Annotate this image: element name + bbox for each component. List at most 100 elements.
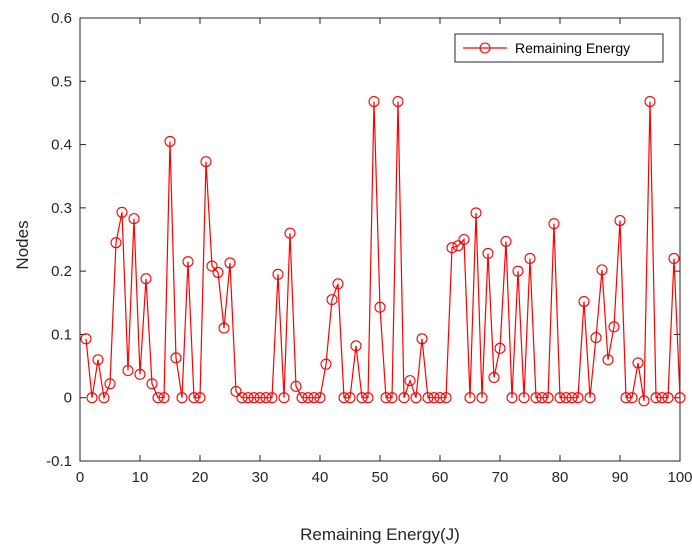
y-axis-label: Nodes	[13, 220, 32, 269]
series-line	[85, 101, 681, 401]
data-point	[104, 378, 116, 390]
data-point	[380, 392, 392, 404]
data-point	[476, 392, 488, 404]
data-point	[410, 392, 422, 404]
data-point	[332, 278, 344, 290]
data-point	[134, 368, 146, 380]
x-tick-label: 60	[432, 469, 449, 486]
data-point	[626, 392, 638, 404]
y-tick-label: 0.4	[51, 137, 72, 154]
data-point	[578, 295, 590, 308]
data-point	[236, 392, 248, 404]
data-point	[590, 332, 602, 344]
x-tick-label: 100	[667, 469, 692, 486]
data-point	[596, 264, 608, 276]
data-point	[614, 214, 626, 227]
data-point	[506, 392, 518, 404]
data-point	[350, 340, 362, 352]
data-point	[434, 392, 446, 404]
data-point	[248, 392, 260, 404]
legend-marker-sample	[479, 42, 491, 54]
data-point	[308, 392, 320, 404]
data-point	[668, 252, 680, 265]
x-tick-label: 10	[132, 469, 149, 486]
data-point	[500, 235, 512, 247]
data-point	[542, 392, 554, 404]
data-point	[572, 392, 584, 404]
data-point	[548, 218, 560, 230]
x-tick-label: 70	[492, 469, 509, 486]
data-point	[404, 375, 416, 387]
data-point	[290, 380, 302, 392]
data-point	[362, 392, 374, 404]
data-point	[110, 237, 122, 249]
x-tick-label: 30	[252, 469, 269, 486]
data-point	[176, 392, 188, 404]
data-point	[656, 392, 668, 404]
data-point	[650, 392, 662, 404]
data-point	[554, 392, 566, 404]
data-point	[158, 392, 170, 404]
y-tick-label: 0.2	[51, 263, 72, 280]
data-point	[314, 392, 326, 404]
data-point	[218, 322, 230, 334]
legend-label: Remaining Energy	[515, 40, 630, 56]
data-point	[338, 392, 350, 404]
y-tick-label: 0.1	[51, 326, 72, 343]
data-point	[620, 392, 632, 404]
data-point	[422, 392, 434, 404]
data-point	[116, 206, 128, 218]
data-point	[242, 392, 254, 404]
data-point	[566, 392, 578, 404]
data-point	[302, 392, 314, 404]
data-point	[662, 392, 674, 404]
data-point	[128, 213, 140, 225]
data-point	[80, 333, 92, 345]
data-point	[386, 392, 398, 404]
data-point	[266, 392, 278, 404]
x-tick-label: 50	[372, 469, 389, 486]
data-point	[224, 257, 236, 269]
data-point	[560, 392, 572, 404]
data-point	[536, 392, 548, 404]
data-point	[206, 260, 218, 272]
data-point	[320, 358, 332, 370]
data-point	[374, 301, 386, 313]
data-point	[644, 95, 656, 108]
data-point	[602, 354, 614, 366]
data-point	[452, 240, 464, 252]
data-point	[284, 227, 296, 239]
y-tick-label: 0.3	[51, 200, 72, 217]
data-point	[194, 392, 206, 404]
x-tick-label: 40	[312, 469, 329, 486]
x-tick-label: 0	[76, 469, 84, 486]
x-tick-label: 20	[192, 469, 209, 486]
y-tick-label: -0.1	[46, 453, 72, 470]
data-point	[416, 333, 428, 345]
data-point	[98, 392, 110, 404]
data-point	[356, 392, 368, 404]
data-point	[152, 392, 164, 404]
x-tick-label: 90	[612, 469, 629, 486]
data-point	[188, 392, 200, 404]
data-point	[584, 392, 596, 404]
data-point	[458, 233, 470, 246]
data-point	[278, 392, 290, 404]
data-point	[530, 392, 542, 404]
x-axis-label: Remaining Energy(J)	[300, 525, 460, 544]
data-point	[440, 392, 452, 404]
data-point	[230, 385, 242, 397]
data-point	[674, 392, 686, 404]
data-point	[92, 354, 104, 366]
data-point	[212, 266, 224, 278]
data-point	[494, 342, 506, 354]
data-point	[428, 392, 440, 404]
data-point	[272, 268, 284, 280]
data-point	[200, 156, 212, 168]
data-point	[392, 95, 404, 108]
data-point	[632, 357, 644, 369]
data-point	[140, 273, 152, 285]
y-tick-label: 0	[64, 390, 72, 407]
